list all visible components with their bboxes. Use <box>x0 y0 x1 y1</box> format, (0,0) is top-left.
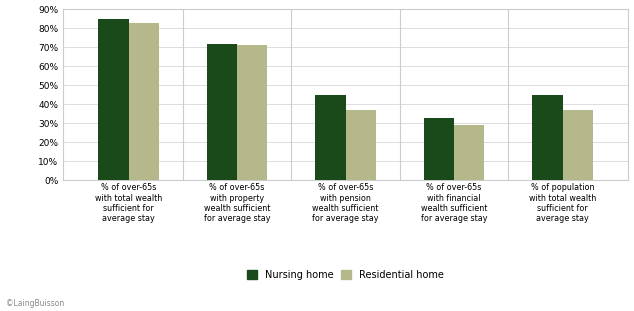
Bar <box>129 23 159 180</box>
Bar <box>454 125 484 180</box>
Text: ©LaingBuisson: ©LaingBuisson <box>6 299 65 308</box>
Bar <box>532 95 562 180</box>
Bar <box>207 44 237 180</box>
Bar <box>346 110 376 180</box>
Bar <box>562 110 593 180</box>
Bar <box>237 45 268 180</box>
Bar <box>315 95 346 180</box>
Legend: Nursing home, Residential home: Nursing home, Residential home <box>245 268 446 281</box>
Bar <box>98 19 129 180</box>
Bar <box>424 118 454 180</box>
